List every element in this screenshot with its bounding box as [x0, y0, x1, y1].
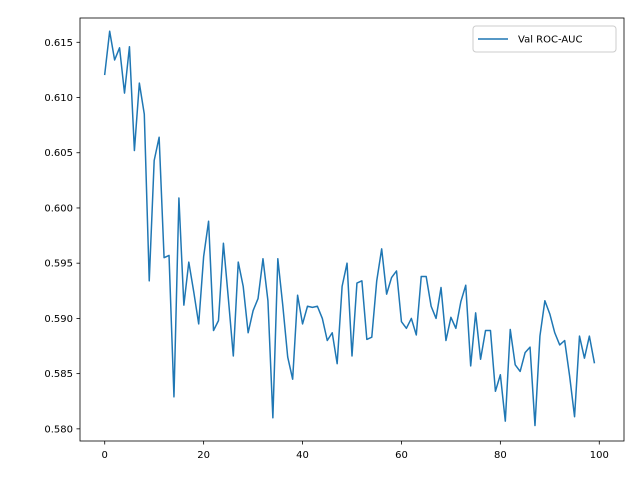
x-tick-label: 100 [590, 450, 609, 461]
x-tick-label: 40 [296, 450, 309, 461]
axes-layer: 0 20 40 60 80 100 0.580 0.585 0.590 0.595 0.600 0.6… [44, 17, 625, 461]
y-tick-label: 0.615 [44, 38, 73, 49]
y-tick-label: 0.580 [44, 424, 73, 435]
x-tick-label: 0 [102, 450, 108, 461]
legend: Val ROC-AUC [472, 25, 617, 53]
plot-layer [103, 30, 596, 427]
y-tick-label: 0.585 [44, 369, 73, 380]
axes-frame [79, 17, 625, 442]
legend-label: Val ROC-AUC [518, 35, 583, 46]
series-line-0 [103, 30, 596, 427]
legend-frame [472, 25, 617, 53]
y-tick-label: 0.610 [44, 93, 73, 104]
y-tick-label: 0.605 [44, 148, 73, 159]
y-tick-label: 0.600 [44, 203, 73, 214]
x-tick-label: 80 [494, 450, 507, 461]
x-tick-label: 60 [395, 450, 408, 461]
y-tick-label: 0.590 [44, 314, 73, 325]
x-tick-label: 20 [197, 450, 210, 461]
y-tick-label: 0.595 [44, 259, 73, 270]
